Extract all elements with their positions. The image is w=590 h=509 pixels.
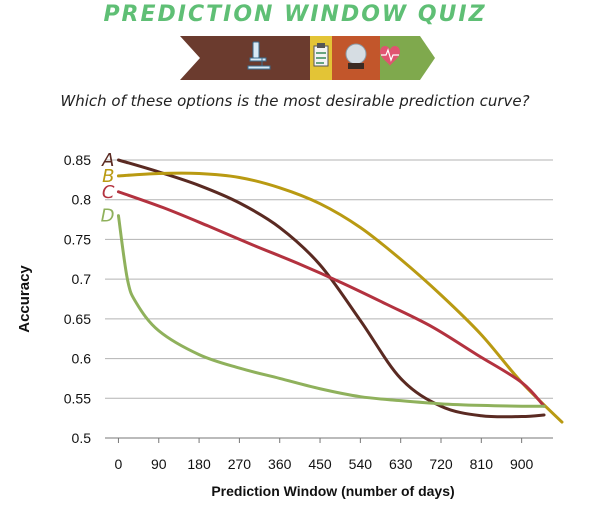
y-tick-label: 0.6 [72,351,92,367]
quiz-question: Which of these options is the most desir… [60,92,530,110]
y-tick-label: 0.75 [64,231,91,247]
x-tick-label: 270 [228,456,252,472]
x-tick-label: 180 [187,456,211,472]
y-tick-label: 0.8 [72,192,92,208]
x-tick-label: 630 [389,456,413,472]
series-label-c: C [102,182,115,203]
series-label-a: A [101,150,114,171]
clipboard-icon [313,43,329,67]
x-tick-label: 0 [115,456,123,472]
y-tick-label: 0.85 [64,152,91,168]
x-tick-label: 360 [268,456,292,472]
heart-rate-icon [380,46,400,66]
x-tick-label: 450 [308,456,332,472]
banner-segment-brown [180,36,310,80]
y-tick-label: 0.5 [72,430,92,446]
x-tick-label: 720 [429,456,453,472]
x-tick-label: 810 [470,456,494,472]
crystal-ball-icon [345,43,367,69]
microscope-icon [247,41,271,70]
series-line-d [116,214,546,408]
series-line-a [116,158,546,419]
y-axis-title: Accuracy [16,265,33,333]
topic-banner [180,36,435,80]
x-tick-label: 540 [349,456,373,472]
x-axis-title: Prediction Window (number of days) [211,483,454,499]
series-line-b [116,171,564,424]
y-tick-label: 0.7 [72,271,92,287]
y-tick-label: 0.65 [64,311,91,327]
quiz-title: PREDICTION WINDOW QUIZ [103,2,487,27]
series-line-c [116,190,546,408]
x-tick-label: 900 [510,456,534,472]
series-label-b: B [102,166,114,187]
series-label-d: D [101,206,115,227]
x-tick-label: 90 [151,456,167,472]
y-tick-label: 0.55 [64,390,91,406]
